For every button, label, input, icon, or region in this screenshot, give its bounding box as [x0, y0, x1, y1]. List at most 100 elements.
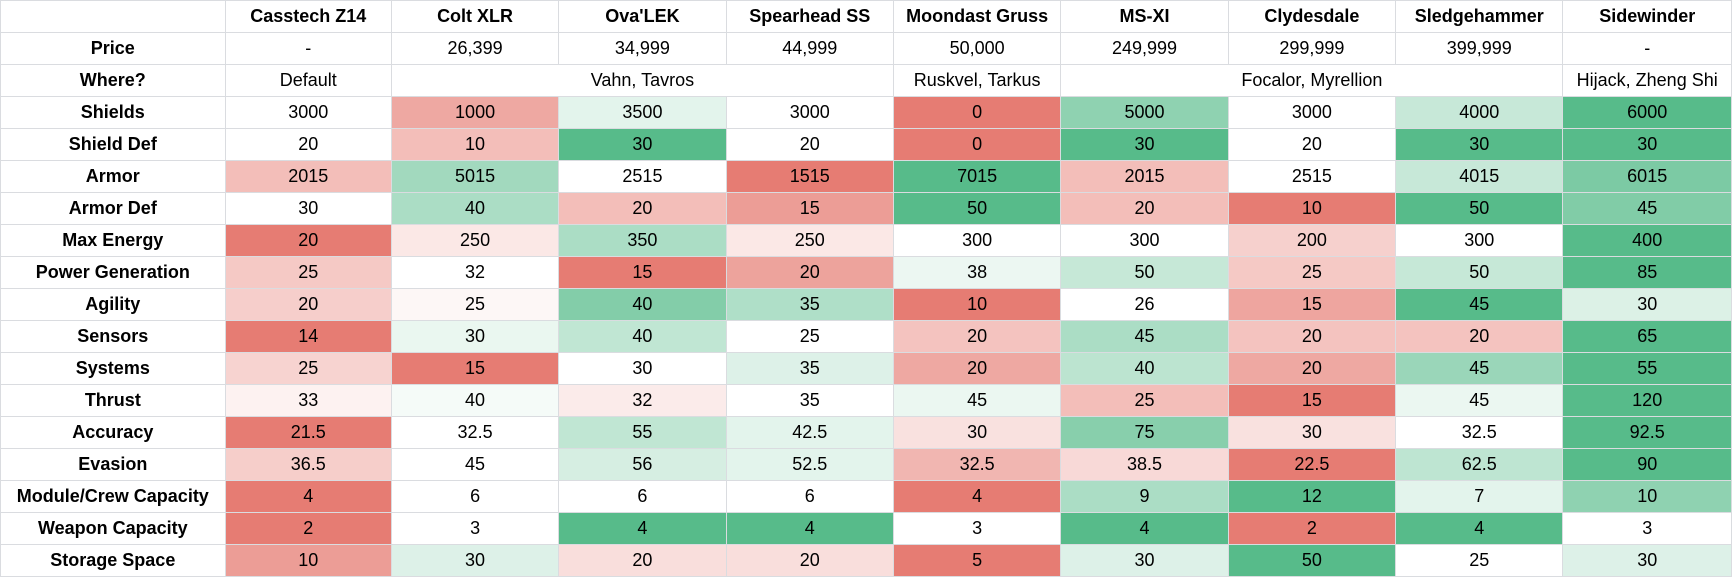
stat-cell-module-crew-capacity-clydesdale[interactable]: 12 — [1227, 480, 1397, 513]
row-label-armor[interactable]: Armor — [0, 160, 226, 193]
stat-cell-shields-ms-xi[interactable]: 5000 — [1060, 96, 1229, 129]
row-label-thrust[interactable]: Thrust — [0, 384, 226, 417]
stat-cell-power-generation-ova-lek[interactable]: 15 — [558, 256, 727, 289]
column-header-sidewinder[interactable]: Sidewinder — [1562, 0, 1732, 33]
stat-cell-thrust-ms-xi[interactable]: 25 — [1060, 384, 1229, 417]
stat-cell-sensors-sledgehammer[interactable]: 20 — [1395, 320, 1564, 353]
row-label-module-crew-capacity[interactable]: Module/Crew Capacity — [0, 480, 226, 513]
row-label-shields[interactable]: Shields — [0, 96, 226, 129]
stat-cell-power-generation-sidewinder[interactable]: 85 — [1562, 256, 1732, 289]
stat-cell-evasion-moondast-gruss[interactable]: 32.5 — [892, 448, 1062, 481]
stat-cell-shield-def-ms-xi[interactable]: 30 — [1060, 128, 1229, 161]
stat-cell-thrust-casstech-z14[interactable]: 33 — [224, 384, 392, 417]
column-header-clydesdale[interactable]: Clydesdale — [1227, 0, 1397, 33]
stat-cell-weapon-capacity-clydesdale[interactable]: 2 — [1227, 512, 1397, 545]
stat-cell-module-crew-capacity-sledgehammer[interactable]: 7 — [1395, 480, 1564, 513]
stat-cell-sensors-spearhead-ss[interactable]: 25 — [725, 320, 894, 353]
stat-cell-armor-def-colt-xlr[interactable]: 40 — [390, 192, 560, 225]
stat-cell-storage-space-moondast-gruss[interactable]: 5 — [892, 544, 1062, 577]
stat-cell-module-crew-capacity-sidewinder[interactable]: 10 — [1562, 480, 1732, 513]
stat-cell-power-generation-moondast-gruss[interactable]: 38 — [892, 256, 1062, 289]
price-cell-sidewinder[interactable]: - — [1562, 32, 1732, 65]
stat-cell-evasion-sidewinder[interactable]: 90 — [1562, 448, 1732, 481]
stat-cell-agility-moondast-gruss[interactable]: 10 — [892, 288, 1062, 321]
stat-cell-max-energy-sledgehammer[interactable]: 300 — [1395, 224, 1564, 257]
stat-cell-max-energy-moondast-gruss[interactable]: 300 — [892, 224, 1062, 257]
stat-cell-armor-ova-lek[interactable]: 2515 — [558, 160, 727, 193]
stat-cell-armor-def-clydesdale[interactable]: 10 — [1227, 192, 1397, 225]
row-label-agility[interactable]: Agility — [0, 288, 226, 321]
where-cell-hijack-zheng-shi[interactable]: Hijack, Zheng Shi — [1562, 64, 1732, 97]
stat-cell-thrust-colt-xlr[interactable]: 40 — [390, 384, 560, 417]
stat-cell-weapon-capacity-moondast-gruss[interactable]: 3 — [892, 512, 1062, 545]
stat-cell-storage-space-sidewinder[interactable]: 30 — [1562, 544, 1732, 577]
stat-cell-shields-casstech-z14[interactable]: 3000 — [224, 96, 392, 129]
stat-cell-agility-sledgehammer[interactable]: 45 — [1395, 288, 1564, 321]
stat-cell-shield-def-casstech-z14[interactable]: 20 — [224, 128, 392, 161]
stat-cell-thrust-ova-lek[interactable]: 32 — [558, 384, 727, 417]
where-cell-ruskvel-tarkus[interactable]: Ruskvel, Tarkus — [892, 64, 1062, 97]
stat-cell-shields-sledgehammer[interactable]: 4000 — [1395, 96, 1564, 129]
stat-cell-shield-def-moondast-gruss[interactable]: 0 — [892, 128, 1062, 161]
row-label-price[interactable]: Price — [0, 32, 226, 65]
stat-cell-armor-def-ova-lek[interactable]: 20 — [558, 192, 727, 225]
stat-cell-sensors-sidewinder[interactable]: 65 — [1562, 320, 1732, 353]
stat-cell-sensors-moondast-gruss[interactable]: 20 — [892, 320, 1062, 353]
price-cell-sledgehammer[interactable]: 399,999 — [1395, 32, 1564, 65]
stat-cell-shields-spearhead-ss[interactable]: 3000 — [725, 96, 894, 129]
stat-cell-max-energy-clydesdale[interactable]: 200 — [1227, 224, 1397, 257]
stat-cell-accuracy-spearhead-ss[interactable]: 42.5 — [725, 416, 894, 449]
stat-cell-module-crew-capacity-colt-xlr[interactable]: 6 — [390, 480, 560, 513]
stat-cell-armor-moondast-gruss[interactable]: 7015 — [892, 160, 1062, 193]
column-header-casstech-z14[interactable]: Casstech Z14 — [224, 0, 392, 33]
stat-cell-armor-ms-xi[interactable]: 2015 — [1060, 160, 1229, 193]
stat-cell-agility-casstech-z14[interactable]: 20 — [224, 288, 392, 321]
price-cell-ova-lek[interactable]: 34,999 — [558, 32, 727, 65]
price-cell-clydesdale[interactable]: 299,999 — [1227, 32, 1397, 65]
stat-cell-storage-space-colt-xlr[interactable]: 30 — [390, 544, 560, 577]
stat-cell-accuracy-moondast-gruss[interactable]: 30 — [892, 416, 1062, 449]
stat-cell-sensors-ms-xi[interactable]: 45 — [1060, 320, 1229, 353]
price-cell-colt-xlr[interactable]: 26,399 — [390, 32, 560, 65]
stat-cell-thrust-moondast-gruss[interactable]: 45 — [892, 384, 1062, 417]
stat-cell-armor-casstech-z14[interactable]: 2015 — [224, 160, 392, 193]
stat-cell-systems-sledgehammer[interactable]: 45 — [1395, 352, 1564, 385]
stat-cell-systems-sidewinder[interactable]: 55 — [1562, 352, 1732, 385]
column-header-spearhead-ss[interactable]: Spearhead SS — [725, 0, 894, 33]
stat-cell-sensors-casstech-z14[interactable]: 14 — [224, 320, 392, 353]
column-header-sledgehammer[interactable]: Sledgehammer — [1395, 0, 1564, 33]
column-header-ova-lek[interactable]: Ova'LEK — [558, 0, 727, 33]
row-label-power-generation[interactable]: Power Generation — [0, 256, 226, 289]
stat-cell-storage-space-sledgehammer[interactable]: 25 — [1395, 544, 1564, 577]
where-cell-vahn-tavros[interactable]: Vahn, Tavros — [390, 64, 894, 97]
stat-cell-module-crew-capacity-ova-lek[interactable]: 6 — [558, 480, 727, 513]
stat-cell-agility-colt-xlr[interactable]: 25 — [390, 288, 560, 321]
stat-cell-shields-colt-xlr[interactable]: 1000 — [390, 96, 560, 129]
stat-cell-storage-space-casstech-z14[interactable]: 10 — [224, 544, 392, 577]
stat-cell-systems-spearhead-ss[interactable]: 35 — [725, 352, 894, 385]
stat-cell-armor-def-ms-xi[interactable]: 20 — [1060, 192, 1229, 225]
stat-cell-agility-ms-xi[interactable]: 26 — [1060, 288, 1229, 321]
price-cell-casstech-z14[interactable]: - — [224, 32, 392, 65]
row-label-max-energy[interactable]: Max Energy — [0, 224, 226, 257]
stat-cell-weapon-capacity-spearhead-ss[interactable]: 4 — [725, 512, 894, 545]
stat-cell-accuracy-clydesdale[interactable]: 30 — [1227, 416, 1397, 449]
stat-cell-weapon-capacity-ova-lek[interactable]: 4 — [558, 512, 727, 545]
stat-cell-sensors-ova-lek[interactable]: 40 — [558, 320, 727, 353]
corner-cell[interactable] — [0, 0, 226, 33]
price-cell-spearhead-ss[interactable]: 44,999 — [725, 32, 894, 65]
stat-cell-agility-sidewinder[interactable]: 30 — [1562, 288, 1732, 321]
stat-cell-armor-def-sidewinder[interactable]: 45 — [1562, 192, 1732, 225]
stat-cell-max-energy-sidewinder[interactable]: 400 — [1562, 224, 1732, 257]
stat-cell-accuracy-ms-xi[interactable]: 75 — [1060, 416, 1229, 449]
stat-cell-armor-def-casstech-z14[interactable]: 30 — [224, 192, 392, 225]
stat-cell-weapon-capacity-colt-xlr[interactable]: 3 — [390, 512, 560, 545]
stat-cell-armor-def-spearhead-ss[interactable]: 15 — [725, 192, 894, 225]
stat-cell-shield-def-sledgehammer[interactable]: 30 — [1395, 128, 1564, 161]
stat-cell-evasion-sledgehammer[interactable]: 62.5 — [1395, 448, 1564, 481]
stat-cell-storage-space-ova-lek[interactable]: 20 — [558, 544, 727, 577]
stat-cell-thrust-sidewinder[interactable]: 120 — [1562, 384, 1732, 417]
stat-cell-weapon-capacity-sidewinder[interactable]: 3 — [1562, 512, 1732, 545]
stat-cell-shield-def-ova-lek[interactable]: 30 — [558, 128, 727, 161]
stat-cell-thrust-clydesdale[interactable]: 15 — [1227, 384, 1397, 417]
